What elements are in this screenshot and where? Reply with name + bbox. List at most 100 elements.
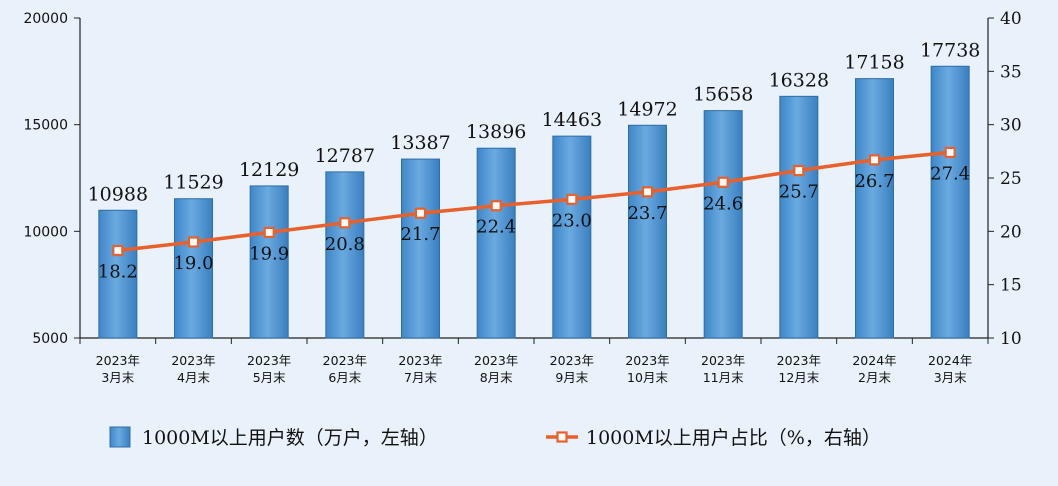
line-value-label: 21.7 bbox=[400, 224, 440, 245]
line-value-label: 26.7 bbox=[854, 171, 894, 192]
bar bbox=[779, 95, 819, 339]
x-tick-label: 2023年 4月末 bbox=[171, 353, 215, 385]
x-tick-label-month: 6月末 bbox=[328, 370, 361, 385]
x-tick-label: 2023年 3月末 bbox=[96, 353, 140, 385]
line-value-label: 25.7 bbox=[779, 182, 819, 203]
bar-value-label: 14972 bbox=[617, 98, 677, 120]
x-tick-label: 2023年 5月末 bbox=[247, 353, 291, 385]
line-value-label: 24.6 bbox=[703, 193, 743, 214]
y-left-tick-label: 15000 bbox=[23, 118, 68, 134]
line-path bbox=[117, 150, 951, 253]
x-tick-label-month: 3月末 bbox=[101, 370, 134, 385]
axes: 5000 10000 15000 20000 10 15 20 25 30 35 40 2023年 3月… bbox=[23, 9, 1021, 385]
bar-value-label: 17158 bbox=[844, 52, 904, 74]
y-right-tick-label: 35 bbox=[1000, 62, 1022, 82]
bar-value-label: 12787 bbox=[315, 145, 375, 167]
y-right-tick-label: 10 bbox=[1000, 329, 1022, 349]
line-value-label: 19.9 bbox=[249, 243, 289, 264]
x-tick-label-month: 9月末 bbox=[555, 370, 588, 385]
x-tick-label-year: 2023年 bbox=[323, 353, 367, 368]
bar bbox=[476, 147, 516, 339]
bar-value-label: 11529 bbox=[163, 172, 223, 194]
bar-value-label: 16328 bbox=[769, 69, 829, 91]
bar bbox=[249, 185, 289, 339]
x-tick-label: 2024年 2月末 bbox=[852, 353, 896, 385]
x-tick-label-month: 4月末 bbox=[177, 370, 210, 385]
y-right-tick-label: 25 bbox=[1000, 169, 1022, 189]
line-value-label: 23.0 bbox=[552, 210, 592, 231]
x-tick-label-month: 11月末 bbox=[703, 370, 744, 385]
legend-line-label: 1000M以上用户占比（%，右轴） bbox=[586, 427, 881, 449]
y-right-tick-label: 40 bbox=[1000, 9, 1022, 29]
bar-value-label: 15658 bbox=[693, 84, 753, 106]
legend-line-marker bbox=[556, 431, 568, 443]
line-value-label: 22.4 bbox=[476, 217, 516, 238]
x-tick-label: 2023年 6月末 bbox=[323, 353, 367, 385]
x-tick-label: 2023年 8月末 bbox=[474, 353, 518, 385]
line-value-label: 20.8 bbox=[325, 234, 365, 255]
bar-value-label: 10988 bbox=[88, 183, 148, 205]
x-tick-label-year: 2023年 bbox=[550, 353, 594, 368]
x-tick-label-month: 5月末 bbox=[253, 370, 286, 385]
x-tick-label: 2023年 7月末 bbox=[398, 353, 442, 385]
line-value-label: 19.0 bbox=[173, 253, 213, 274]
y-left-tick-label: 5000 bbox=[32, 331, 68, 347]
line-point bbox=[944, 146, 956, 158]
x-tick-label-year: 2023年 bbox=[398, 353, 442, 368]
x-tick-label-month: 8月末 bbox=[480, 370, 513, 385]
bar-value-label: 17738 bbox=[920, 39, 980, 61]
x-tick-label-year: 2023年 bbox=[625, 353, 669, 368]
bar bbox=[930, 65, 970, 339]
x-tick-label-month: 3月末 bbox=[934, 370, 967, 385]
x-tick-label: 2023年 10月末 bbox=[625, 353, 669, 385]
bar bbox=[174, 198, 213, 339]
x-tick-label-month: 12月末 bbox=[778, 370, 819, 385]
bar bbox=[855, 78, 894, 339]
line-value-label: 27.4 bbox=[930, 163, 970, 184]
x-tick-label-month: 7月末 bbox=[404, 370, 437, 385]
x-tick-label-month: 10月末 bbox=[627, 370, 668, 385]
line-point bbox=[414, 207, 427, 219]
legend-bar-swatch bbox=[109, 426, 131, 448]
bar bbox=[98, 209, 138, 339]
line-point bbox=[187, 236, 200, 248]
x-tick-label-year: 2024年 bbox=[928, 353, 972, 368]
legend-bar-label: 1000M以上用户数（万户，左轴） bbox=[142, 427, 438, 449]
y-left-tick-label: 10000 bbox=[23, 224, 68, 240]
bar-value-label: 14463 bbox=[542, 109, 602, 131]
bar bbox=[401, 158, 440, 339]
line-point bbox=[339, 217, 351, 229]
line-point bbox=[717, 176, 729, 188]
x-tick-label-year: 2023年 bbox=[171, 353, 215, 368]
line-point bbox=[112, 244, 124, 257]
line-point bbox=[490, 200, 502, 212]
line-value-label: 18.2 bbox=[98, 262, 138, 283]
line-value-label: 23.7 bbox=[627, 203, 667, 224]
bar bbox=[325, 171, 365, 339]
line-point bbox=[793, 164, 805, 177]
x-tick-label: 2024年 3月末 bbox=[928, 353, 972, 385]
bar-value-label: 12129 bbox=[239, 159, 299, 181]
line-point bbox=[263, 226, 275, 238]
y-right-tick-label: 20 bbox=[1000, 222, 1022, 242]
y-left-tick-label: 20000 bbox=[23, 11, 68, 27]
bar bbox=[552, 135, 592, 339]
x-tick-label-year: 2023年 bbox=[701, 353, 745, 368]
y-right-tick-label: 30 bbox=[1000, 116, 1022, 136]
bar bbox=[628, 124, 667, 339]
x-tick-label: 2023年 9月末 bbox=[550, 353, 594, 385]
bar-value-label: 13387 bbox=[390, 132, 450, 154]
bar bbox=[703, 110, 743, 339]
x-tick-label-year: 2023年 bbox=[96, 353, 140, 368]
line-point bbox=[566, 193, 578, 205]
x-tick-label-year: 2023年 bbox=[247, 353, 291, 368]
x-tick-label: 2023年 12月末 bbox=[777, 353, 821, 385]
x-tick-label-year: 2023年 bbox=[474, 353, 518, 368]
bar-value-label: 13896 bbox=[466, 121, 526, 143]
legend: 1000M以上用户数（万户，左轴） 1000M以上用户占比（%，右轴） bbox=[109, 426, 881, 449]
data-labels: 10988 11529 12129 12787 13387 13896 14463 14972… bbox=[88, 39, 981, 282]
line-point bbox=[641, 186, 654, 198]
x-tick-label-year: 2023年 bbox=[777, 353, 821, 368]
